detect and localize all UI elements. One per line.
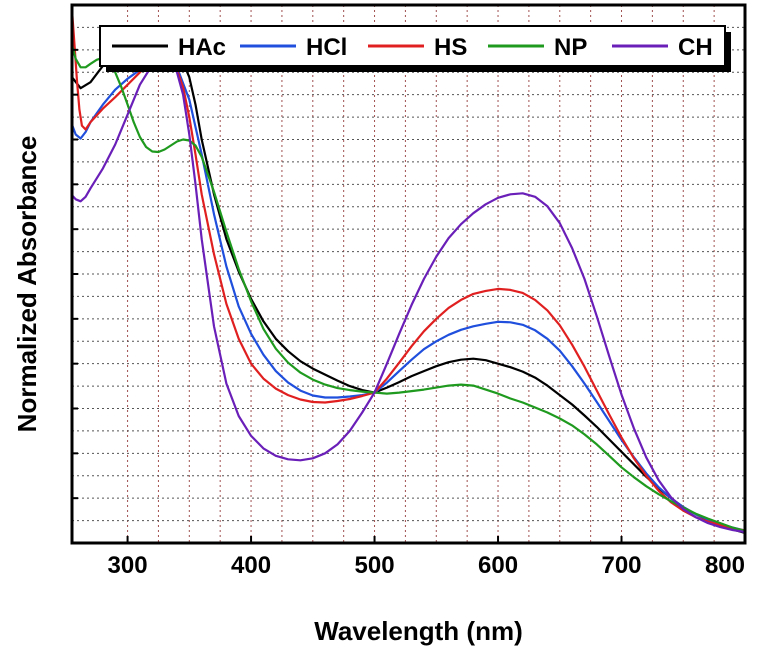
legend: HAc HCl HS NP CH (99, 25, 731, 72)
x-tick-label: 300 (108, 552, 148, 579)
legend-label-np: NP (554, 34, 587, 61)
x-tick-label: 600 (478, 552, 518, 579)
series-line-np (72, 44, 745, 533)
series-line-hac (72, 57, 745, 535)
series-line-hcl (72, 56, 745, 532)
legend-label-hs: HS (434, 34, 467, 61)
series-layer (72, 9, 745, 535)
axis-ticks: 300 400 500 600 700 800 (72, 48, 746, 579)
x-tick-label: 500 (355, 552, 395, 579)
x-axis-title: Wavelength (nm) (314, 616, 522, 646)
legend-label-hcl: HCl (306, 34, 347, 61)
x-tick-label: 800 (705, 552, 745, 579)
series-line-ch (72, 56, 745, 534)
y-axis-title: Normalized Absorbance (12, 136, 42, 433)
x-tick-label: 400 (231, 552, 271, 579)
legend-label-ch: CH (678, 34, 713, 61)
grid (72, 5, 745, 543)
x-tick-label: 700 (601, 552, 641, 579)
legend-label-hac: HAc (178, 34, 226, 61)
